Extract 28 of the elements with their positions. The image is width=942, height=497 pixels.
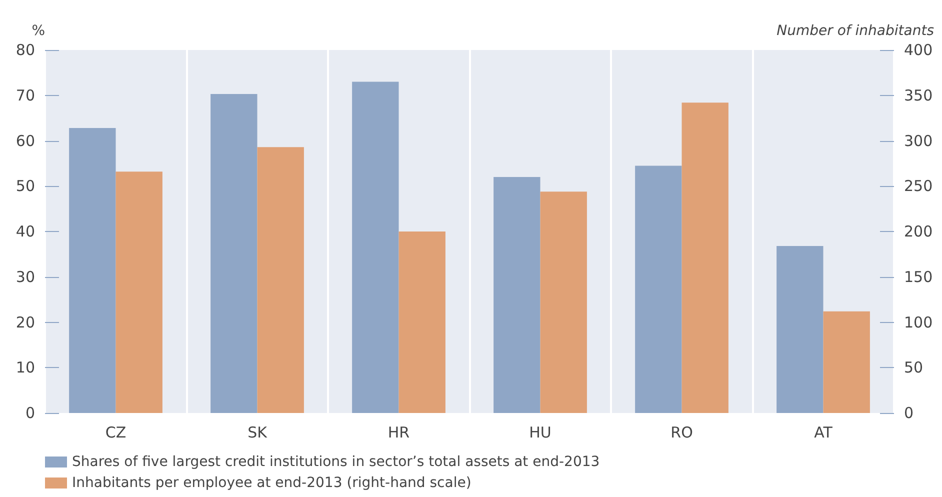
y2-tick-label: 250 xyxy=(904,177,933,196)
y2-tick-label: 150 xyxy=(904,268,933,286)
y-tick-label: 20 xyxy=(16,313,35,332)
y2-tick-label: 400 xyxy=(904,41,933,59)
y-axis-title: % xyxy=(32,23,45,39)
x-tick-label: AT xyxy=(814,424,834,442)
y2-tick-label: 0 xyxy=(904,404,914,422)
y-tick-label: 10 xyxy=(16,358,35,377)
y2-axis-title: Number of inhabitants xyxy=(776,23,934,39)
x-tick-label: RO xyxy=(670,424,693,442)
y2-tick-label: 50 xyxy=(904,358,924,377)
y2-tick-label: 100 xyxy=(904,313,933,332)
x-tick-label: HR xyxy=(388,424,410,442)
y2-tick-label: 350 xyxy=(904,86,933,104)
legend-label: Inhabitants per employee at end-2013 (right-hand scale) xyxy=(72,475,472,491)
y-tick-label: 0 xyxy=(25,404,35,422)
y-tick-label: 60 xyxy=(16,132,35,150)
x-tick-label: SK xyxy=(248,424,268,442)
y2-tick-label: 200 xyxy=(904,222,933,240)
y-tick-label: 70 xyxy=(16,86,35,104)
x-tick-label: CZ xyxy=(105,424,126,442)
y-tick-label: 40 xyxy=(16,222,35,240)
y-tick-label: 80 xyxy=(16,41,35,59)
y2-tick-label: 300 xyxy=(904,132,933,150)
x-tick-label: HU xyxy=(529,424,552,442)
legend-label: Shares of five largest credit institutions in sector’s total assets at end-2013 xyxy=(72,454,600,470)
y-tick-label: 30 xyxy=(16,268,35,286)
y-tick-label: 50 xyxy=(16,177,35,196)
